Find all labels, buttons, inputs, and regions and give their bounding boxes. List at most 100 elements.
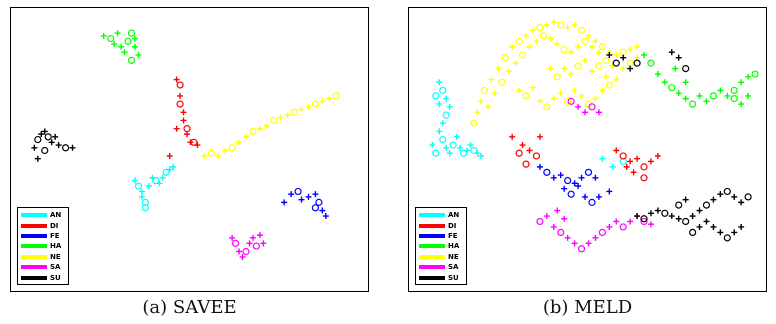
- savee-caption: (a) SAVEE: [142, 297, 237, 318]
- meld-point-an: [599, 155, 606, 162]
- meld-point-ne: [613, 51, 620, 58]
- meld-point-su: [682, 64, 690, 73]
- savee-point-ne: [311, 100, 320, 108]
- meld-point-di: [640, 163, 648, 171]
- meld-point-ne: [543, 21, 550, 28]
- meld-legend-swatch-ha: [419, 244, 445, 249]
- savee-point-di: [173, 76, 180, 83]
- meld-point-ne: [501, 54, 509, 62]
- meld-point-ha: [709, 92, 718, 100]
- meld-point-ne: [495, 65, 502, 72]
- meld-point-di: [654, 152, 661, 159]
- meld-legend-label-an: AN: [448, 211, 460, 220]
- meld-legend-item-su: SU: [419, 272, 463, 282]
- meld-point-fe: [592, 174, 599, 181]
- savee-point-ha: [114, 30, 121, 37]
- meld-point-ne: [571, 21, 578, 28]
- meld-point-ha: [745, 73, 752, 80]
- savee-point-sa: [252, 242, 261, 250]
- meld-point-ne: [547, 65, 554, 72]
- savee-point-fe: [298, 196, 305, 203]
- meld-point-fe: [571, 180, 578, 187]
- meld-point-su: [696, 223, 703, 230]
- meld-point-su: [689, 228, 697, 236]
- meld-point-ha: [730, 95, 738, 103]
- savee-point-su: [38, 131, 45, 138]
- meld-point-ha: [668, 84, 676, 92]
- savee-series-di: [166, 76, 201, 159]
- savee-point-fe: [305, 193, 312, 200]
- savee-point-sa: [242, 247, 250, 256]
- meld-point-ne: [512, 60, 519, 67]
- meld-point-su: [717, 229, 724, 236]
- meld-point-su: [634, 213, 641, 220]
- meld-point-ha: [641, 51, 648, 58]
- savee-point-ne: [228, 144, 236, 152]
- meld-point-ha: [689, 100, 697, 108]
- meld-point-sa: [564, 234, 571, 241]
- savee-point-sa: [260, 240, 267, 247]
- savee-point-an: [134, 182, 143, 190]
- meld-point-ne: [575, 43, 582, 50]
- savee-series-fe: [281, 187, 329, 220]
- meld-point-ne: [509, 43, 516, 50]
- meld-point-di: [515, 149, 523, 157]
- meld-point-an: [446, 103, 453, 110]
- meld-point-an: [453, 133, 460, 140]
- savee-legend: AN DI FE HA NE SA SU: [17, 207, 69, 285]
- meld-point-su: [675, 215, 682, 222]
- meld-point-ne: [574, 62, 582, 70]
- meld-legend-item-ne: NE: [419, 252, 463, 262]
- meld-point-an: [467, 142, 474, 149]
- meld-point-ne: [585, 32, 592, 39]
- meld-point-su: [612, 59, 620, 67]
- savee-point-an: [141, 204, 149, 212]
- savee-legend-item-fe: FE: [21, 231, 65, 241]
- meld-point-ha: [724, 92, 731, 99]
- savee-legend-label-fe: FE: [50, 231, 60, 240]
- meld-point-fe: [595, 193, 602, 200]
- savee-point-ne: [326, 95, 333, 102]
- meld-series-ha: [641, 51, 759, 108]
- savee-legend-swatch-di: [21, 223, 47, 228]
- meld-point-ne: [516, 87, 523, 94]
- meld-legend-item-ha: HA: [419, 241, 463, 251]
- meld-point-sa: [543, 213, 550, 220]
- meld-point-su: [717, 191, 724, 198]
- meld-point-su: [627, 65, 634, 72]
- meld-point-su: [668, 49, 675, 56]
- meld-point-di: [509, 133, 516, 140]
- meld-point-fe: [578, 174, 585, 181]
- meld-legend-swatch-ne: [419, 254, 445, 259]
- meld-point-su: [731, 229, 738, 236]
- meld-point-an: [474, 150, 481, 157]
- meld-point-di: [526, 147, 533, 154]
- savee-legend-label-ha: HA: [50, 242, 62, 251]
- meld-point-ne: [577, 26, 586, 34]
- meld-point-ne: [550, 19, 557, 26]
- savee-point-ne: [291, 108, 299, 116]
- meld-point-sa: [613, 218, 620, 225]
- meld-point-ha: [751, 70, 759, 78]
- meld-point-ne: [613, 76, 620, 83]
- savee-point-ne: [270, 116, 278, 125]
- meld-point-su: [723, 187, 731, 196]
- meld-point-an: [443, 95, 450, 102]
- meld-point-su: [620, 54, 627, 61]
- meld-point-sa: [567, 97, 575, 105]
- meld-point-su: [696, 207, 703, 214]
- meld-point-su: [647, 210, 654, 217]
- savee-point-fe: [311, 204, 320, 212]
- meld-point-ne: [505, 68, 512, 75]
- meld-point-sa: [647, 221, 654, 228]
- meld-point-ne: [491, 90, 498, 97]
- meld-point-sa: [640, 217, 648, 226]
- savee-point-an: [156, 180, 163, 187]
- meld-point-ne: [554, 41, 561, 48]
- savee-point-su: [34, 155, 41, 162]
- savee-point-di: [166, 152, 173, 159]
- savee-point-sa: [249, 234, 256, 241]
- meld-point-fe: [584, 168, 593, 176]
- meld-point-di: [619, 152, 627, 160]
- savee-point-ne: [249, 127, 257, 135]
